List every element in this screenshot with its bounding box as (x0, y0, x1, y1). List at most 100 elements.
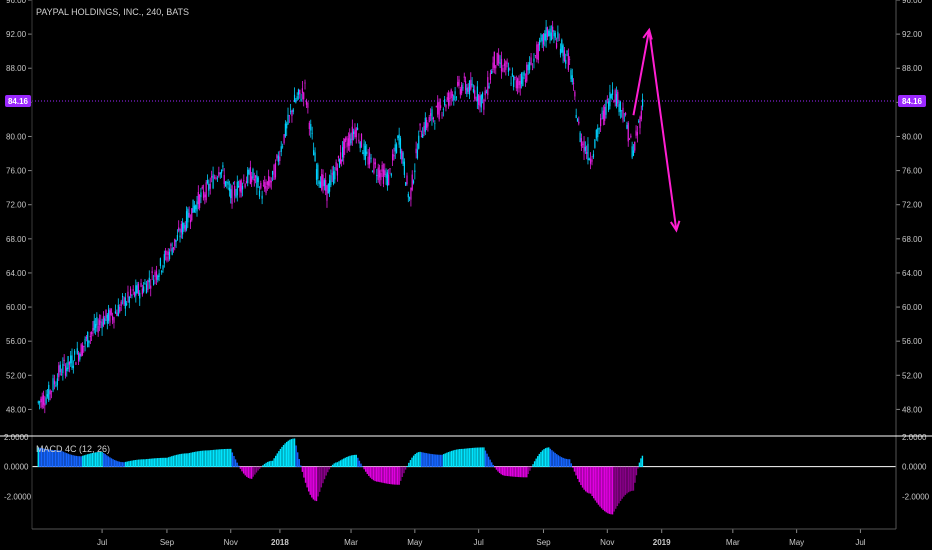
macd-bar (185, 453, 187, 467)
time-axis[interactable]: Jul Sep Nov 2018 Mar May Jul Sep Nov 2019 Mar May Ju… (97, 529, 866, 547)
symbol-title: PAYPAL HOLDINGS, INC., 240, BATS (36, 7, 189, 17)
candle-body (618, 104, 620, 113)
candle-body (249, 167, 251, 184)
macd-bar (580, 466, 582, 486)
macd-bar (522, 466, 525, 478)
macd-bar (246, 466, 248, 477)
macd-bar (471, 447, 474, 467)
candle-body (522, 76, 524, 87)
candle-body (223, 175, 225, 185)
candle-body (367, 156, 369, 165)
candle-body (244, 184, 246, 188)
macd-bar (419, 451, 421, 467)
candle-body (407, 193, 409, 198)
macd-bar (406, 465, 408, 467)
candle-body (626, 124, 628, 129)
macd-bar (600, 466, 603, 509)
candle-body (52, 378, 54, 391)
candle-body (536, 44, 538, 60)
candle-body (66, 367, 68, 372)
candle-body (527, 64, 529, 71)
candle-body (622, 107, 624, 120)
candle-body (429, 113, 432, 116)
candle-body (414, 170, 416, 173)
candle-body (147, 280, 149, 291)
macd-bar (325, 466, 327, 476)
candle-body (67, 356, 69, 370)
candle-body (135, 285, 137, 296)
candle-body (126, 303, 128, 305)
macd-bar (527, 466, 530, 475)
macd-bar (585, 466, 587, 492)
macd-bar (319, 466, 321, 492)
y-tick-label-right: 60.00 (902, 303, 923, 312)
macd-bar (196, 451, 199, 467)
macd-bar (54, 450, 57, 467)
candle-body (597, 128, 599, 138)
macd-bar (578, 466, 581, 483)
candle-body (548, 31, 550, 37)
macd-bar (102, 452, 105, 467)
price-pane[interactable]: 96.0096.0092.0092.0088.0088.0084.0084.00… (5, 0, 926, 414)
macd-bar (462, 448, 464, 467)
candle-body (431, 109, 433, 121)
candle-body (46, 394, 49, 397)
macd-bar (409, 460, 412, 467)
macd-bar (137, 459, 140, 467)
candle-body (299, 89, 301, 95)
candle-body (529, 62, 531, 70)
macd-bar (435, 454, 437, 467)
macd-bar (484, 450, 487, 467)
candle-body (604, 106, 606, 121)
candle-body (347, 138, 350, 146)
macd-bar (144, 459, 146, 467)
candle-body (219, 172, 221, 175)
macd-bar (142, 459, 145, 467)
candle-body (222, 165, 224, 168)
candle-body (432, 117, 435, 120)
macd-bar (417, 452, 420, 467)
x-tick-label: Mar (726, 538, 740, 547)
candle-body (93, 320, 95, 331)
candle-body (38, 401, 41, 403)
macd-bar (403, 466, 405, 474)
macd-bar (75, 455, 78, 467)
candle-body (517, 78, 519, 89)
macd-bar (94, 452, 97, 467)
candle-body (496, 52, 498, 66)
candle-body (202, 190, 205, 198)
macd-bar (107, 456, 110, 467)
candle-body (334, 171, 336, 180)
macd-bar (541, 450, 544, 467)
candle-body (105, 309, 107, 318)
macd-bar (487, 456, 490, 467)
macd-bar (560, 457, 563, 467)
macd-bar (483, 447, 485, 467)
candle-body (601, 113, 603, 114)
macd-bar (82, 455, 84, 467)
macd-bar (48, 449, 50, 467)
macd-bar (212, 449, 215, 467)
candle-body (208, 183, 210, 191)
y-tick-label-right: 72.00 (902, 201, 923, 210)
candle-body (503, 63, 506, 66)
candle-body (424, 117, 426, 132)
candle-body (388, 174, 390, 186)
candle-body (518, 80, 520, 86)
candle-body (81, 345, 84, 356)
drawing-layer[interactable] (632, 27, 681, 233)
y-tick-label-left: 68.00 (6, 235, 27, 244)
macd-pane[interactable]: 2.0000 2.0000 0.0000 0.0000 -2.0000 -2.0000 (4, 433, 930, 515)
candle-body (534, 55, 536, 56)
candle-body (412, 180, 415, 184)
macd-tick-label-left: -2.0000 (4, 492, 32, 501)
candle-body (371, 171, 374, 173)
macd-bar (331, 464, 334, 467)
macd-bar (252, 466, 254, 477)
candle-body (635, 130, 637, 136)
candle-body (617, 91, 619, 104)
candle-body (591, 159, 593, 162)
macd-bar (603, 466, 606, 512)
macd-bar (392, 466, 394, 485)
